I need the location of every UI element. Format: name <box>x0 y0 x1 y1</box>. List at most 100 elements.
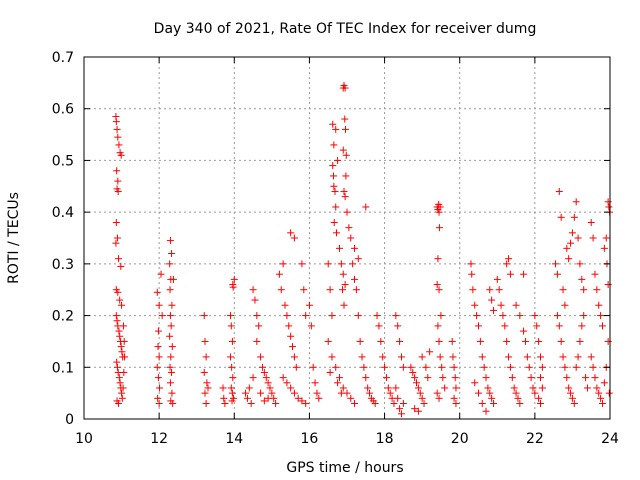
data-point <box>495 286 503 294</box>
data-point <box>360 363 368 371</box>
data-point <box>435 200 443 208</box>
data-point <box>119 322 127 330</box>
data-point <box>567 389 575 397</box>
data-point <box>574 353 582 361</box>
data-point <box>119 384 127 392</box>
data-point <box>529 384 537 392</box>
data-point <box>166 286 174 294</box>
data-point <box>228 363 236 371</box>
data-point <box>230 275 238 283</box>
data-point <box>366 389 374 397</box>
data-point <box>478 399 486 407</box>
data-point <box>407 363 415 371</box>
data-point <box>283 312 291 320</box>
data-point <box>525 363 533 371</box>
data-point <box>356 337 364 345</box>
data-point <box>202 399 210 407</box>
data-point <box>115 255 123 263</box>
data-point <box>595 301 603 309</box>
data-point <box>166 379 174 387</box>
data-point <box>324 337 332 345</box>
data-point <box>553 270 561 278</box>
data-point <box>488 296 496 304</box>
y-tick-label: 0.7 <box>52 50 74 66</box>
data-point <box>448 337 456 345</box>
data-point <box>508 374 516 382</box>
data-point <box>574 234 582 242</box>
data-point <box>113 358 121 366</box>
data-point <box>347 394 355 402</box>
data-point <box>345 224 353 232</box>
data-point <box>501 322 509 330</box>
data-point <box>227 384 235 392</box>
data-point <box>287 384 295 392</box>
data-point <box>435 394 443 402</box>
data-point <box>113 125 121 133</box>
data-point <box>438 363 446 371</box>
data-point <box>434 322 442 330</box>
data-point <box>115 399 123 407</box>
data-point <box>335 244 343 252</box>
data-point <box>157 270 165 278</box>
data-point <box>154 343 162 351</box>
data-point <box>561 363 569 371</box>
data-point <box>591 374 599 382</box>
data-point <box>520 327 528 335</box>
data-point <box>433 281 441 289</box>
data-point <box>337 260 345 268</box>
data-point <box>572 198 580 206</box>
data-point <box>435 208 443 216</box>
data-point <box>411 374 419 382</box>
data-point <box>450 363 458 371</box>
data-point <box>392 384 400 392</box>
data-point <box>302 399 310 407</box>
data-point <box>531 312 539 320</box>
data-point <box>166 260 174 268</box>
data-point <box>416 389 424 397</box>
data-point <box>329 162 337 170</box>
data-point <box>290 389 298 397</box>
y-tick-label: 0.3 <box>52 257 74 273</box>
data-point <box>503 337 511 345</box>
data-point <box>371 399 379 407</box>
data-point <box>352 286 360 294</box>
data-point <box>521 337 529 345</box>
data-point <box>602 234 610 242</box>
data-point <box>493 275 501 283</box>
data-point <box>168 389 176 397</box>
data-point <box>341 193 349 201</box>
data-point <box>309 363 317 371</box>
data-point <box>382 374 390 382</box>
data-point <box>535 394 543 402</box>
data-point <box>362 203 370 211</box>
data-point <box>397 410 405 418</box>
data-point <box>227 312 235 320</box>
data-point <box>409 368 417 376</box>
data-point <box>328 312 336 320</box>
data-point <box>377 337 385 345</box>
data-point <box>155 301 163 309</box>
data-point <box>527 374 535 382</box>
data-point <box>358 353 366 361</box>
data-point <box>313 389 321 397</box>
data-point <box>563 244 571 252</box>
data-point <box>331 187 339 195</box>
data-point <box>373 312 381 320</box>
data-point <box>341 84 349 92</box>
data-point <box>330 218 338 226</box>
data-point <box>392 312 400 320</box>
data-point <box>229 374 237 382</box>
y-tick-label: 0.4 <box>52 205 74 221</box>
data-point <box>598 399 606 407</box>
data-point <box>330 141 338 149</box>
data-point <box>155 353 163 361</box>
data-point <box>118 348 126 356</box>
y-tick-label: 0.2 <box>52 309 74 325</box>
data-point <box>486 389 494 397</box>
data-point <box>351 275 359 283</box>
data-point <box>228 397 236 405</box>
data-point <box>411 405 419 413</box>
data-point <box>451 374 459 382</box>
x-tick-label: 12 <box>150 431 168 447</box>
data-point <box>349 260 357 268</box>
